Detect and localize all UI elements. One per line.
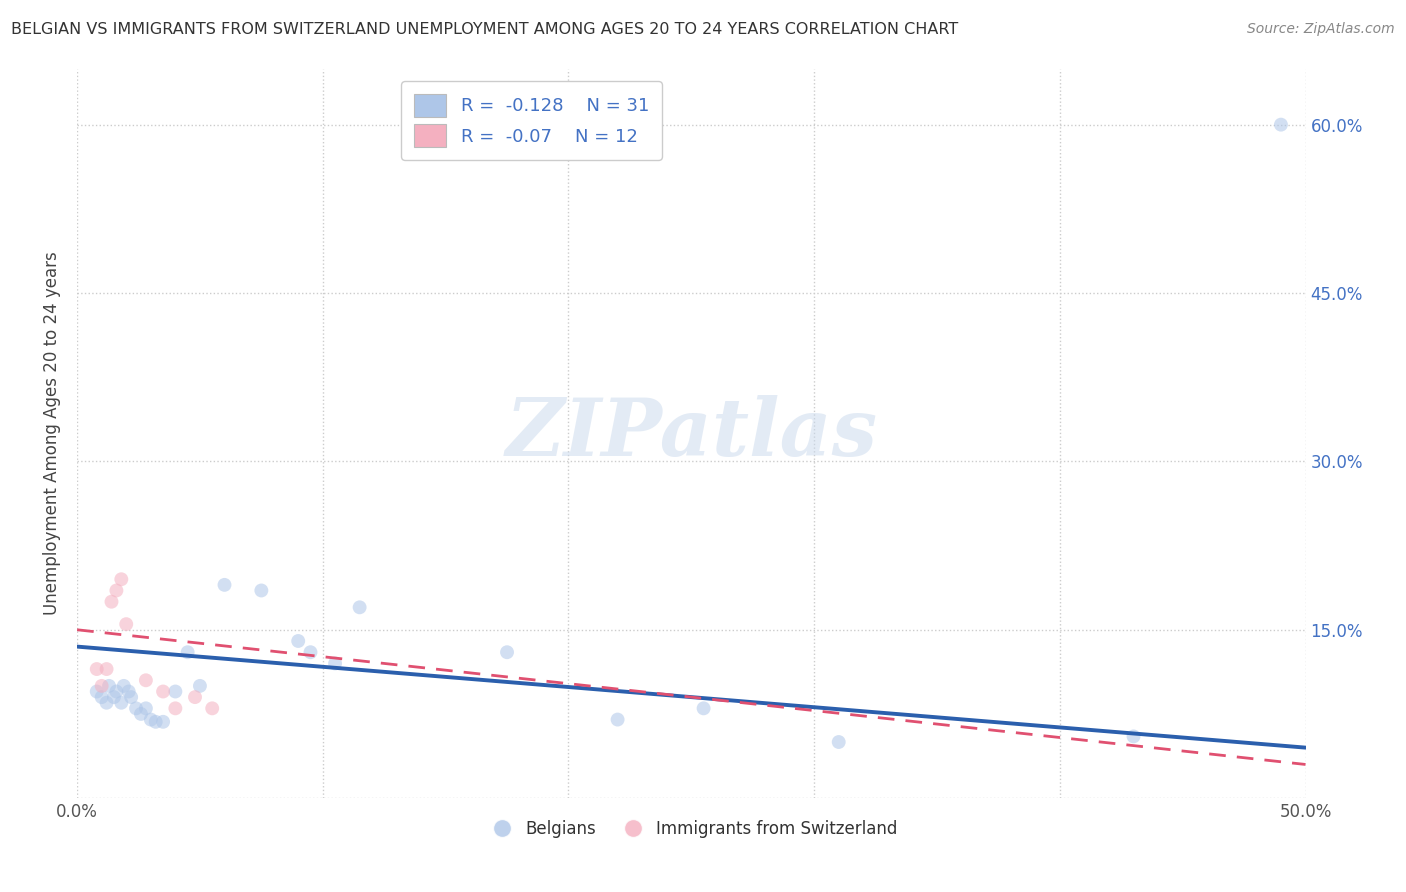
Point — [112, 679, 135, 693]
Point — [152, 714, 174, 729]
Point — [96, 662, 118, 676]
Point — [184, 690, 207, 705]
Point — [96, 696, 118, 710]
Point — [145, 714, 167, 729]
Point — [1270, 118, 1292, 132]
Point — [152, 684, 174, 698]
Text: Source: ZipAtlas.com: Source: ZipAtlas.com — [1247, 22, 1395, 37]
Point — [188, 679, 211, 693]
Point — [118, 684, 141, 698]
Point — [90, 679, 112, 693]
Point — [129, 706, 152, 721]
Point — [135, 701, 157, 715]
Point — [176, 645, 198, 659]
Point — [287, 634, 309, 648]
Point — [828, 735, 851, 749]
Point — [120, 690, 142, 705]
Point — [98, 679, 121, 693]
Point — [299, 645, 322, 659]
Point — [139, 713, 162, 727]
Point — [110, 572, 132, 586]
Point — [250, 583, 273, 598]
Point — [86, 684, 108, 698]
Point — [100, 595, 122, 609]
Point — [323, 657, 346, 671]
Point — [214, 578, 236, 592]
Point — [201, 701, 224, 715]
Legend: Belgians, Immigrants from Switzerland: Belgians, Immigrants from Switzerland — [478, 814, 904, 845]
Y-axis label: Unemployment Among Ages 20 to 24 years: Unemployment Among Ages 20 to 24 years — [44, 252, 60, 615]
Point — [165, 701, 187, 715]
Text: ZIPatlas: ZIPatlas — [505, 394, 877, 472]
Point — [90, 690, 112, 705]
Point — [86, 662, 108, 676]
Point — [1122, 730, 1144, 744]
Point — [165, 684, 187, 698]
Point — [135, 673, 157, 688]
Text: BELGIAN VS IMMIGRANTS FROM SWITZERLAND UNEMPLOYMENT AMONG AGES 20 TO 24 YEARS CO: BELGIAN VS IMMIGRANTS FROM SWITZERLAND U… — [11, 22, 959, 37]
Point — [692, 701, 714, 715]
Point — [125, 701, 148, 715]
Point — [103, 690, 125, 705]
Point — [496, 645, 519, 659]
Point — [115, 617, 138, 632]
Point — [110, 696, 132, 710]
Point — [105, 583, 128, 598]
Point — [105, 684, 128, 698]
Point — [606, 713, 628, 727]
Point — [349, 600, 371, 615]
